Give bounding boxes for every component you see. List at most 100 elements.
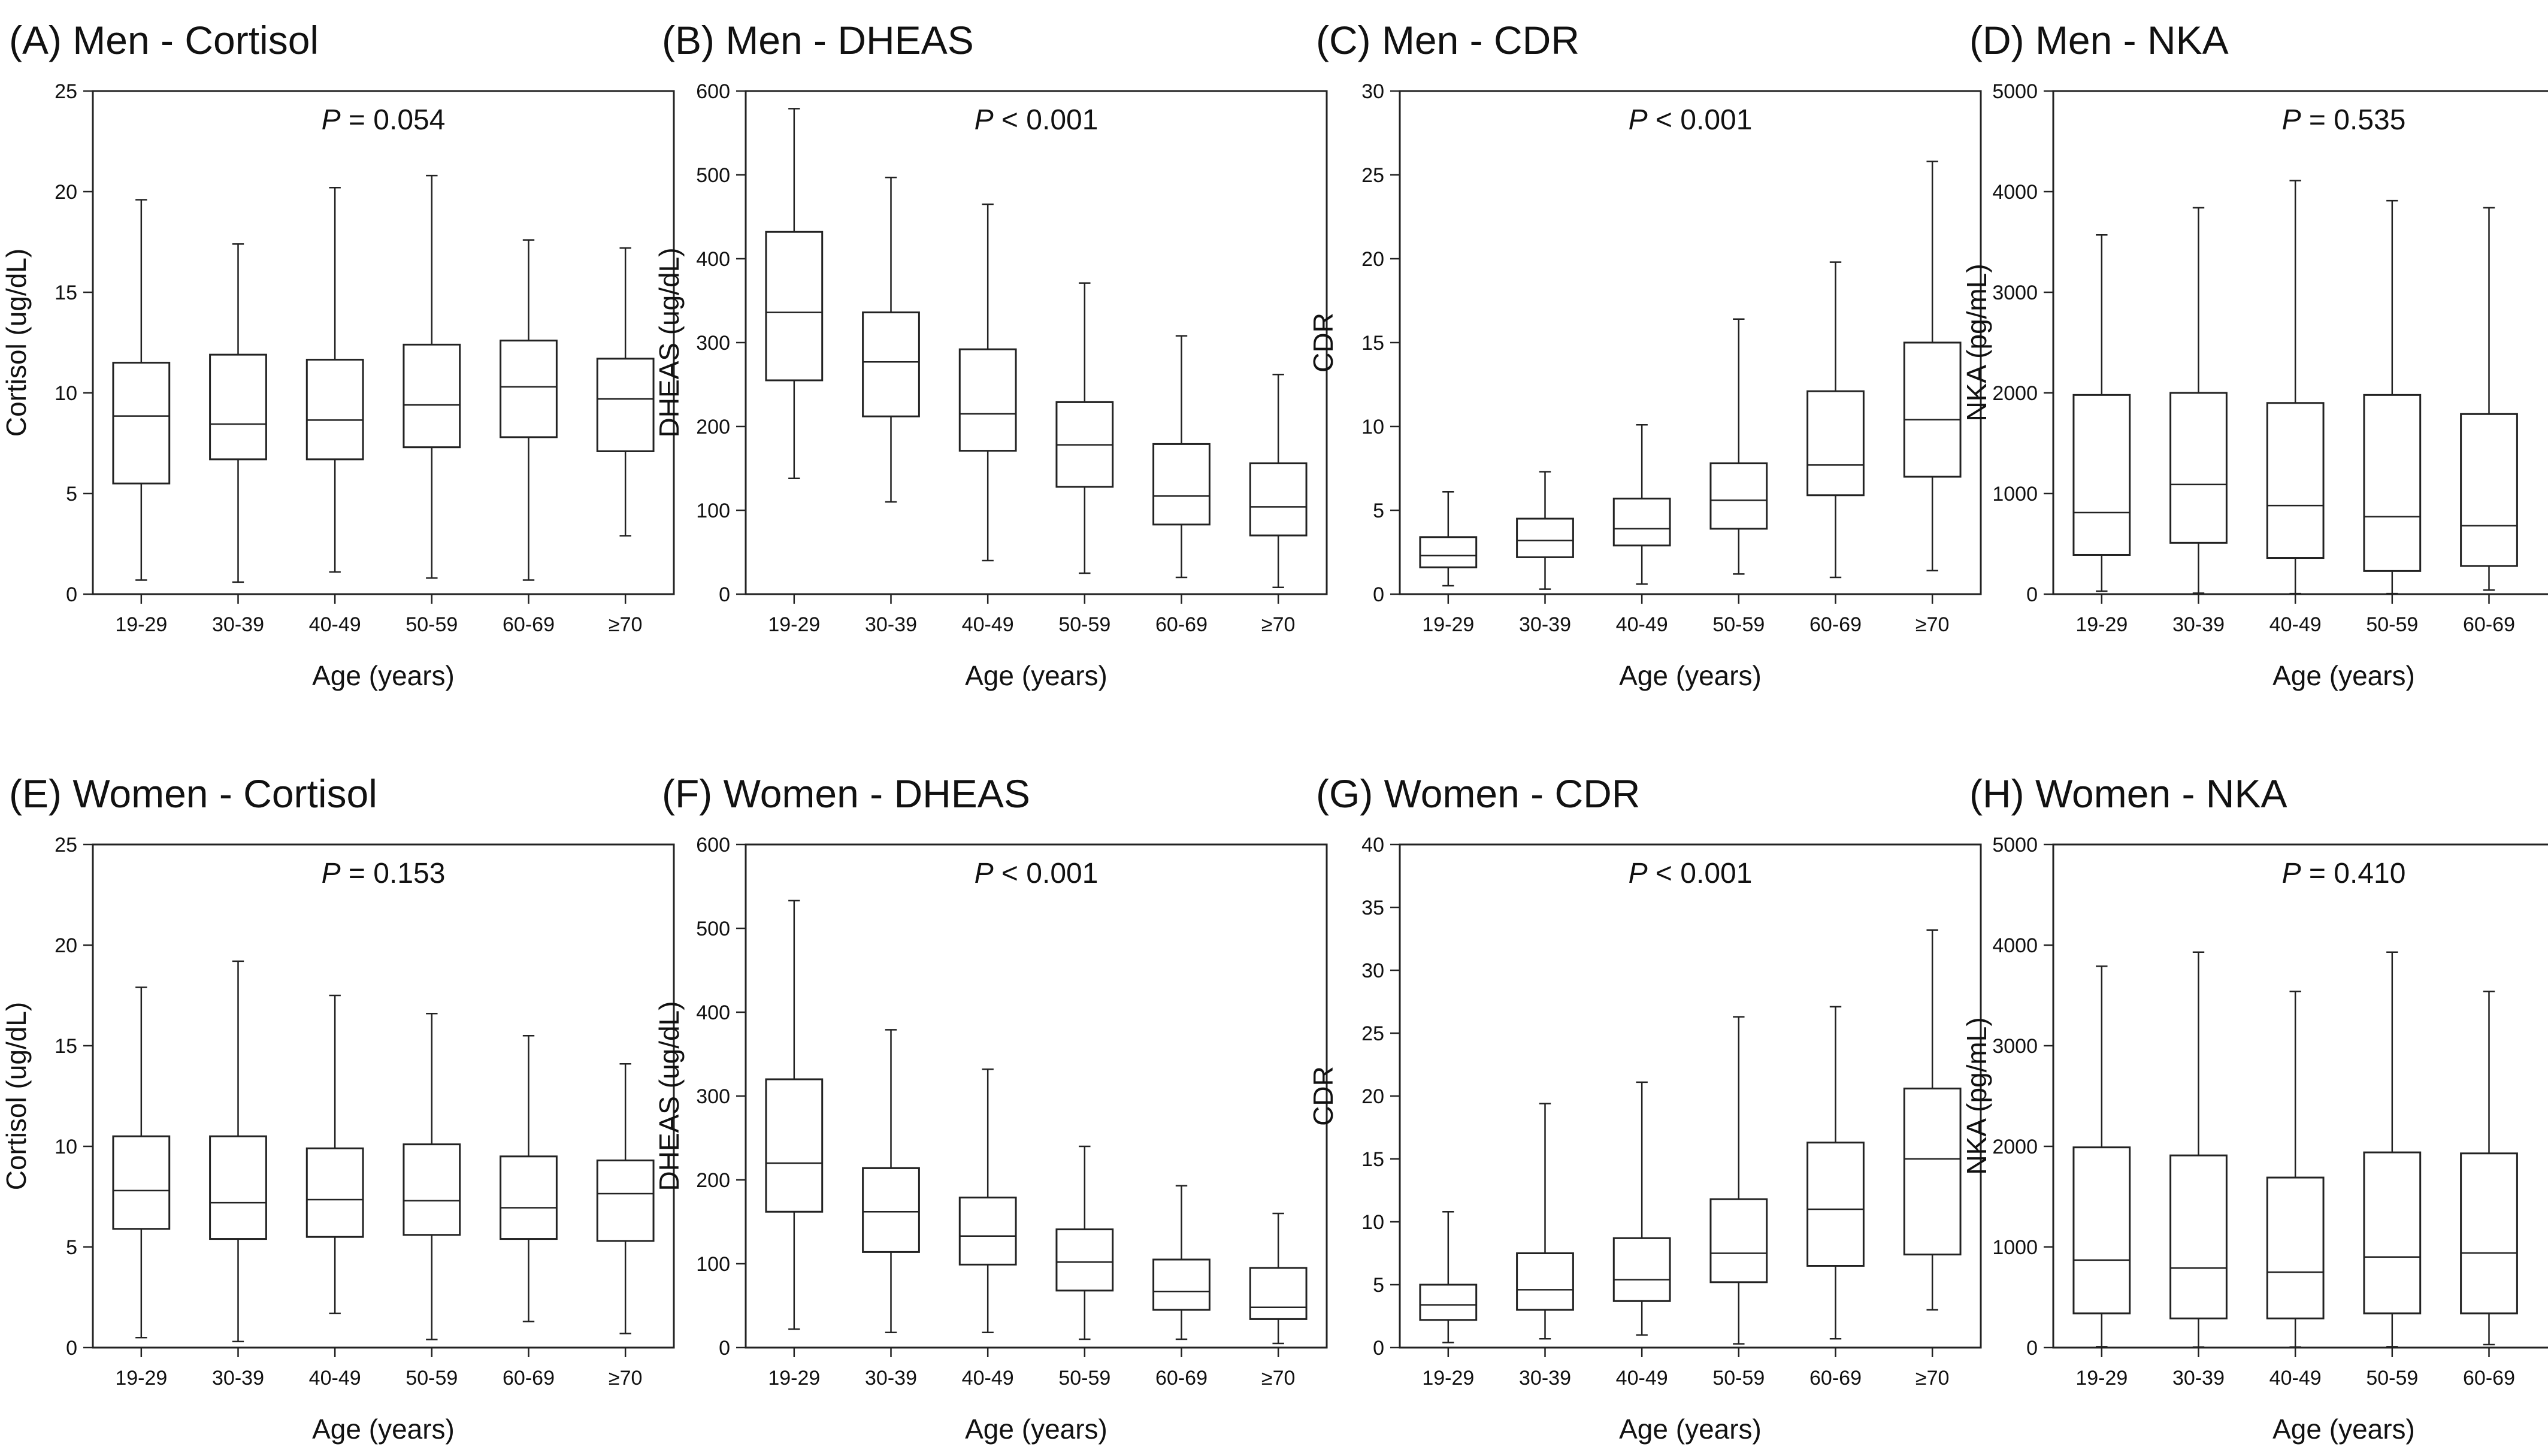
box-1: 19-29 bbox=[112, 199, 171, 636]
box-5: 60-69 bbox=[1152, 1185, 1211, 1390]
iqr-box bbox=[1903, 341, 1962, 478]
box-4: 50-59 bbox=[1055, 1145, 1114, 1390]
panel-a: (A) Men - Cortisol 0 5 10 15 20 25 Cortisol (ug… bbox=[1, 18, 675, 691]
x-axis-label: Age (years) bbox=[312, 1413, 455, 1445]
box-5: 60-69 bbox=[1152, 335, 1211, 636]
p-value: P < 0.001 bbox=[1629, 858, 1753, 889]
box-5: 60-69 bbox=[1806, 261, 1865, 636]
box-3: 40-49 bbox=[305, 994, 364, 1390]
panel-title: (A) Men - Cortisol bbox=[9, 18, 319, 62]
x-tick-label: 60-69 bbox=[1155, 1367, 1208, 1390]
box-6: ≥70 bbox=[1249, 373, 1308, 636]
x-tick-label: 50-59 bbox=[1712, 1367, 1765, 1390]
box-2: 30-39 bbox=[862, 1029, 920, 1390]
y-axis-label: CDR bbox=[1308, 1066, 1339, 1126]
box-2: 30-39 bbox=[209, 243, 267, 636]
y-tick-label: 200 bbox=[696, 1169, 730, 1192]
x-axis-label: Age (years) bbox=[965, 1413, 1107, 1445]
y-axis-label: CDR bbox=[1308, 313, 1339, 373]
x-tick-label: 60-69 bbox=[503, 613, 555, 636]
panel-h: (H) Women - NKA 0 1000 2000 3000 4000 5000 NKA … bbox=[1961, 771, 2548, 1445]
y-tick-label: 30 bbox=[1361, 80, 1384, 103]
y-tick-label: 5000 bbox=[1992, 80, 2038, 103]
y-tick-label: 500 bbox=[696, 918, 730, 940]
x-tick-label: 30-39 bbox=[2172, 1367, 2225, 1390]
x-tick-label: 19-29 bbox=[115, 613, 167, 636]
x-tick-label: ≥70 bbox=[609, 613, 642, 636]
panel-title: (F) Women - DHEAS bbox=[662, 771, 1030, 816]
y-tick-label: 25 bbox=[1361, 1022, 1384, 1045]
y-tick-label: 25 bbox=[55, 834, 77, 856]
x-tick-label: 60-69 bbox=[2463, 1367, 2515, 1390]
panel-g: (G) Women - CDR 0 5 10 15 20 25 30 35 40 CDR Age (y… bbox=[1308, 771, 1982, 1445]
p-value-symbol: P bbox=[1629, 104, 1648, 136]
x-tick-label: 40-49 bbox=[962, 613, 1014, 636]
p-value-text: = 0.410 bbox=[2301, 858, 2406, 889]
box-2: 30-39 bbox=[209, 960, 267, 1390]
x-tick-label: 60-69 bbox=[2463, 613, 2515, 636]
y-tick-label: 0 bbox=[2026, 583, 2038, 606]
y-tick-label: 15 bbox=[1361, 1148, 1384, 1171]
y-tick-label: 0 bbox=[66, 1337, 77, 1360]
x-tick-label: ≥70 bbox=[1261, 1367, 1295, 1390]
y-tick-label: 0 bbox=[1373, 1337, 1384, 1360]
iqr-box bbox=[2363, 1151, 2422, 1315]
x-tick-label: 19-29 bbox=[1422, 1367, 1474, 1390]
iqr-box bbox=[862, 1167, 920, 1253]
iqr-box bbox=[1152, 1258, 1211, 1311]
iqr-box bbox=[958, 1196, 1017, 1266]
x-tick-label: 40-49 bbox=[2269, 613, 2322, 636]
x-tick-label: 19-29 bbox=[2075, 613, 2128, 636]
p-value-symbol: P bbox=[322, 858, 341, 889]
box-1: 19-29 bbox=[765, 900, 824, 1390]
box-6: ≥70 bbox=[1903, 161, 1962, 636]
iqr-box bbox=[1516, 517, 1574, 558]
p-value-symbol: P bbox=[975, 104, 994, 136]
box-2: 30-39 bbox=[2169, 951, 2228, 1390]
x-axis-label: Age (years) bbox=[2272, 1413, 2415, 1445]
y-tick-label: 1000 bbox=[1992, 1236, 2038, 1259]
box-4: 50-59 bbox=[403, 1012, 461, 1390]
x-tick-label: 19-29 bbox=[1422, 613, 1474, 636]
y-tick-label: 600 bbox=[696, 834, 730, 856]
iqr-box bbox=[500, 1155, 558, 1240]
box-4: 50-59 bbox=[2363, 951, 2422, 1390]
box-5: 60-69 bbox=[1806, 1006, 1865, 1390]
y-tick-label: 40 bbox=[1361, 834, 1384, 856]
x-tick-label: 60-69 bbox=[1809, 613, 1862, 636]
box-1: 19-29 bbox=[1419, 491, 1478, 636]
y-tick-label: 2000 bbox=[1992, 382, 2038, 405]
iqr-box bbox=[862, 311, 920, 417]
iqr-box bbox=[2072, 1146, 2131, 1315]
y-tick-label: 20 bbox=[55, 934, 77, 957]
iqr-box bbox=[209, 353, 267, 461]
iqr-box bbox=[112, 1135, 171, 1230]
x-tick-label: 40-49 bbox=[309, 1367, 361, 1390]
y-tick-label: 30 bbox=[1361, 959, 1384, 982]
iqr-box bbox=[1419, 1284, 1478, 1321]
box-3: 40-49 bbox=[2266, 991, 2325, 1390]
x-tick-label: 60-69 bbox=[1155, 613, 1208, 636]
iqr-box bbox=[2460, 413, 2518, 567]
y-axis-label: NKA (pg/mL) bbox=[1961, 1017, 1992, 1175]
y-tick-label: 15 bbox=[55, 1035, 77, 1058]
box-6: ≥70 bbox=[596, 1063, 655, 1390]
y-tick-label: 200 bbox=[696, 416, 730, 438]
panel-title: (G) Women - CDR bbox=[1316, 771, 1640, 816]
box-2: 30-39 bbox=[862, 176, 920, 636]
x-tick-label: 60-69 bbox=[503, 1367, 555, 1390]
x-tick-label: 30-39 bbox=[2172, 613, 2225, 636]
box-1: 19-29 bbox=[765, 108, 824, 636]
plot-frame bbox=[745, 843, 1328, 1349]
box-1: 19-29 bbox=[2072, 234, 2131, 636]
x-axis-label: Age (years) bbox=[312, 660, 455, 691]
x-tick-label: 50-59 bbox=[1058, 613, 1110, 636]
iqr-box bbox=[1516, 1252, 1574, 1311]
iqr-box bbox=[1612, 497, 1671, 547]
x-axis-label: Age (years) bbox=[965, 660, 1107, 691]
iqr-box bbox=[765, 231, 824, 382]
iqr-box bbox=[112, 362, 171, 485]
iqr-box bbox=[2266, 1176, 2325, 1319]
plot-frame bbox=[2052, 843, 2548, 1349]
